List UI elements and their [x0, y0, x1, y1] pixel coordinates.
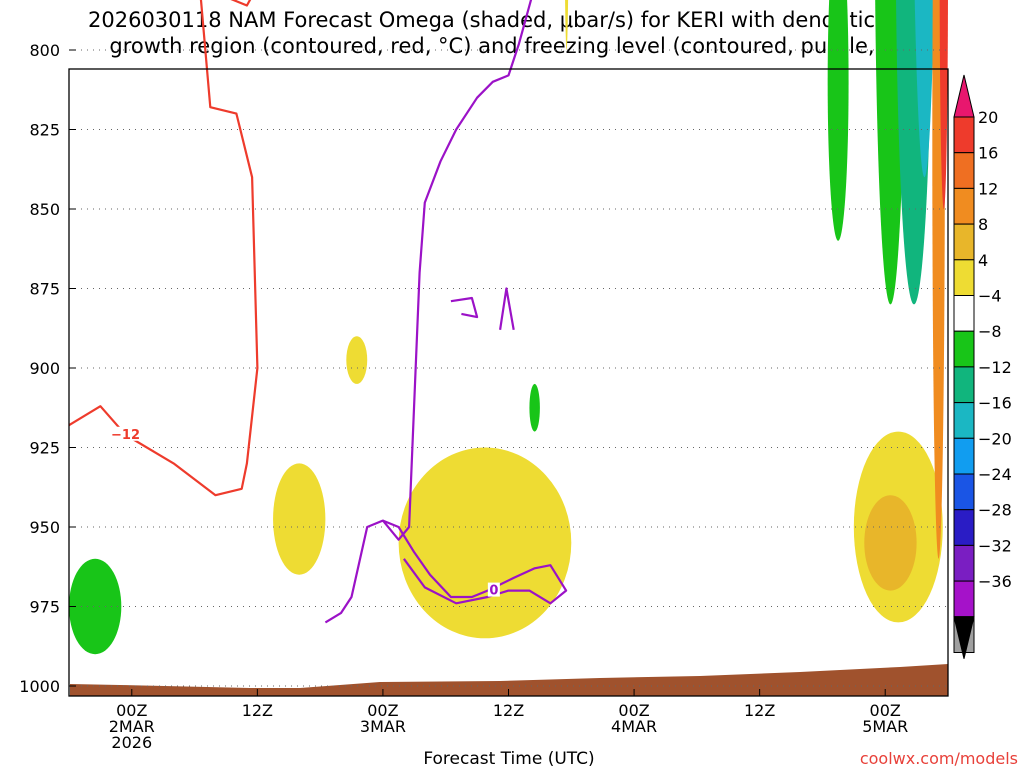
- omega-region-18: [939, 0, 948, 209]
- contour-label-1: −12: [111, 428, 140, 443]
- contour-line-4: [324, 0, 533, 624]
- colorbar-label-13: −36: [978, 572, 1012, 591]
- x-tick-label-4-2: 4MAR: [611, 717, 657, 736]
- omega-region-16: [864, 495, 917, 591]
- watermark: coolwx.com/models: [860, 749, 1018, 768]
- colorbar-arrow-bottom: [953, 616, 975, 659]
- y-tick-label-825: 825: [29, 121, 60, 140]
- x-tick-label-0-3: 2026: [111, 733, 152, 752]
- plot-gridlines: [69, 49, 948, 687]
- colorbar-label-6: −8: [978, 322, 1002, 341]
- ground-surface: [70, 664, 948, 696]
- omega-shaded-regions: [69, 0, 948, 655]
- colorbar-bin-8: [953, 366, 975, 404]
- x-tick-label-2-1: 00Z: [367, 701, 398, 720]
- omega-region-3: [69, 558, 122, 655]
- omega-region-9: [565, 0, 569, 50]
- contour-label-6: 0: [489, 584, 498, 599]
- x-axis-label: Forecast Time (UTC): [423, 749, 594, 768]
- x-tick-label-6-1: 00Z: [870, 701, 901, 720]
- omega-region-12: [398, 447, 572, 639]
- colorbar-bin-11: [953, 473, 975, 511]
- colorbar-arrow-top: [953, 74, 975, 118]
- colorbar-label-3: 8: [978, 215, 988, 234]
- colorbar-label-11: −28: [978, 501, 1012, 520]
- y-tick-label-900: 900: [29, 359, 60, 378]
- colorbar-label-8: −16: [978, 394, 1012, 413]
- y-tick-label-800: 800: [29, 41, 60, 60]
- x-tick-label-2-2: 3MAR: [360, 717, 406, 736]
- y-tick-label-975: 975: [29, 598, 60, 617]
- contour-label-bg-6: [487, 582, 500, 597]
- y-tick-label-950: 950: [29, 518, 60, 537]
- ground-fill: [70, 664, 948, 696]
- colorbar-bin-14: [953, 580, 975, 618]
- x-tick-label-0-1: 00Z: [116, 701, 147, 720]
- colorbar-label-2: 12: [978, 179, 998, 198]
- colorbar-bin-2: [953, 152, 975, 189]
- y-tick-label-925: 925: [29, 439, 60, 458]
- colorbar-label-10: −24: [978, 465, 1012, 484]
- colorbar-label-5: −4: [978, 287, 1002, 306]
- x-tick-label-0-2: 2MAR: [109, 717, 155, 736]
- colorbar-bin-9: [953, 402, 975, 439]
- contour-line-3: [230, 0, 252, 7]
- contour-labels: −18−12−12−12000: [111, 426, 500, 599]
- contour-line-5: [382, 519, 568, 605]
- colorbar-label-7: −12: [978, 358, 1012, 377]
- colorbar-bin-5: [953, 259, 975, 296]
- omega-region-5: [827, 0, 849, 241]
- x-tick-label-3-1: 12Z: [493, 701, 524, 720]
- colorbar-bin-1: [953, 116, 975, 154]
- contour-line-7: [499, 287, 515, 330]
- omega-region-11: [273, 463, 326, 575]
- y-tick-label-875: 875: [29, 280, 60, 299]
- omega-region-2: [529, 383, 540, 432]
- contour-line-0: [68, 0, 259, 497]
- contour-line-6: [450, 296, 479, 319]
- chart-title-line1: 2026030118 NAM Forecast Omega (shaded, μ…: [88, 8, 936, 32]
- colorbar: 20 16 12 8 4 −4 −8 −12 −16 −20 −24 −28 −32 −36: [953, 74, 1012, 659]
- contour-label-bg-1: [111, 426, 140, 441]
- omega-region-8: [914, 0, 935, 178]
- colorbar-bin-6: [953, 295, 975, 332]
- colorbar-bin-7: [953, 330, 975, 368]
- y-tick-label-1000: 1000: [19, 677, 60, 696]
- colorbar-bin-3: [953, 187, 975, 225]
- colorbar-label-4: 4: [978, 251, 988, 270]
- chart-title-line2: growth region (contoured, red, °C) and f…: [109, 34, 914, 58]
- colorbar-label-1: 16: [978, 144, 998, 163]
- colorbar-bin-4: [953, 223, 975, 261]
- y-axis-ticks: 5255505756006256506757007257507758008258…: [19, 41, 76, 696]
- temperature-contours: [68, 0, 568, 624]
- omega-region-10: [346, 336, 368, 384]
- colorbar-label-12: −32: [978, 536, 1012, 555]
- colorbar-label-9: −20: [978, 429, 1012, 448]
- x-tick-label-5-1: 12Z: [744, 701, 775, 720]
- colorbar-bin-13: [953, 544, 975, 582]
- y-tick-label-850: 850: [29, 200, 60, 219]
- colorbar-label-0: 20: [978, 108, 998, 127]
- x-tick-label-4-1: 00Z: [618, 701, 649, 720]
- colorbar-bin-12: [953, 509, 975, 546]
- colorbar-bin-10: [953, 437, 975, 475]
- x-tick-label-6-2: 5MAR: [862, 717, 908, 736]
- x-tick-label-1-1: 12Z: [242, 701, 273, 720]
